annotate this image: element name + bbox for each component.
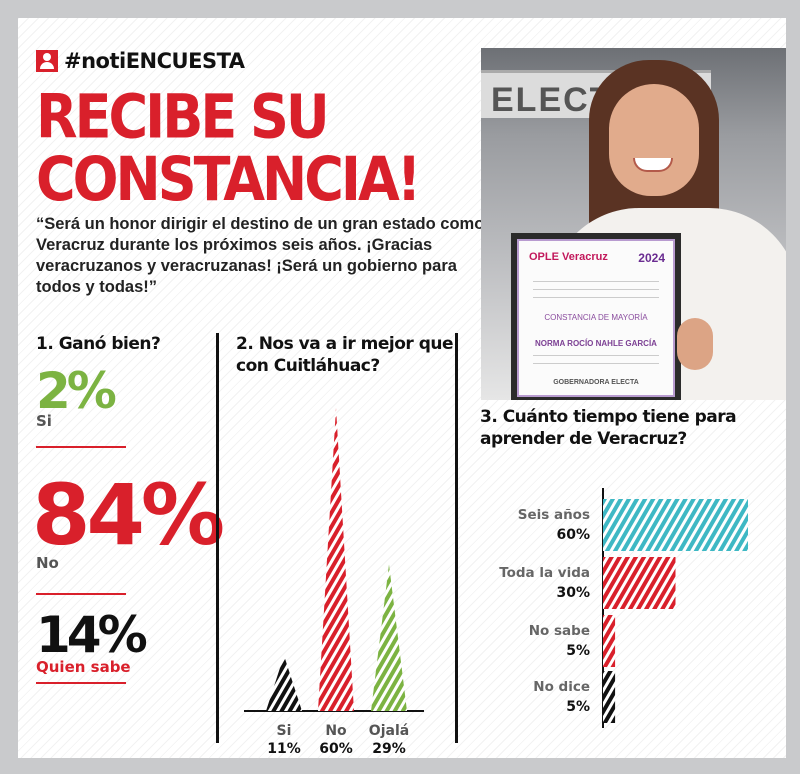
column-divider	[216, 333, 219, 743]
chart-2-category-label: Ojalá	[369, 723, 409, 739]
chart-3-category-label: No dice	[533, 679, 590, 695]
candidate-photo: ELECTORAL OPLE Veracruz 2024 CONSTANCIA …	[481, 48, 786, 400]
chart-3-value-label: 5%	[566, 643, 590, 659]
certificate-paper: OPLE Veracruz 2024 CONSTANCIA DE MAYORÍA…	[517, 239, 675, 397]
chart-2-value-label: 60%	[319, 741, 353, 757]
chart-3-category-label: Toda la vida	[499, 565, 590, 581]
chart-2-spike-1	[318, 408, 354, 711]
infographic-card: #notiENCUESTA RECIBE SU CONSTANCIA! “Ser…	[18, 18, 786, 758]
question-2-title: 2. Nos va a ir mejor que con Cuitláhuac?	[236, 334, 454, 376]
hand-shape	[677, 318, 713, 370]
brand-header: #notiENCUESTA	[36, 48, 245, 74]
face-shape	[609, 84, 699, 196]
brand-hashtag: #notiENCUESTA	[64, 49, 245, 73]
chart-3-svg: Seis años 60% Toda la vida 30% No sabe 5% No d…	[499, 488, 748, 728]
chart-3-bar-3	[603, 671, 616, 723]
q1-si-label: Si	[36, 412, 52, 430]
chart-2-spike-0	[266, 655, 302, 711]
chart-3-bar-0	[603, 499, 748, 551]
q1-quien-value: 14%	[36, 606, 148, 664]
question-1-title: 1. Ganó bien?	[36, 334, 161, 354]
chart-3-value-label: 60%	[556, 527, 590, 543]
certificate: OPLE Veracruz 2024 CONSTANCIA DE MAYORÍA…	[511, 233, 681, 400]
cert-line	[533, 297, 659, 298]
cert-role: GOBERNADORA ELECTA	[553, 379, 639, 386]
quote-text: “Será un honor dirigir el destino de un …	[36, 215, 485, 296]
headline: RECIBE SU CONSTANCIA!	[36, 81, 496, 215]
cert-line	[533, 355, 659, 356]
chart-3-bar-1	[603, 557, 676, 609]
headline-line-2: CONSTANCIA!	[36, 144, 421, 215]
chart-2-category-label: Si	[277, 723, 292, 739]
chart-3-value-label: 30%	[556, 585, 590, 601]
column-divider	[455, 333, 458, 743]
chart-3-category-label: No sabe	[529, 623, 590, 639]
chart-2-value-label: 11%	[267, 741, 301, 757]
q1-si-value: 2%	[36, 362, 117, 420]
cert-brand: OPLE Veracruz	[529, 251, 608, 263]
chart-3-value-label: 5%	[566, 699, 590, 715]
chart-2-category-label: No	[325, 723, 347, 739]
chart-2-value-label: 29%	[372, 741, 406, 757]
divider	[36, 446, 126, 448]
cert-line	[533, 289, 659, 290]
divider	[36, 682, 126, 684]
cert-heading: CONSTANCIA DE MAYORÍA	[544, 313, 648, 322]
chart-2-spike-2	[371, 564, 407, 711]
question-3-title: 3. Cuánto tiempo tiene para aprender de …	[480, 407, 737, 449]
cert-name: NORMA ROCÍO NAHLE GARCÍA	[535, 339, 657, 348]
divider	[36, 593, 126, 595]
cert-line	[533, 281, 659, 282]
user-icon	[36, 50, 58, 72]
q1-no-label: No	[36, 554, 59, 572]
q1-no-value: 84%	[32, 466, 225, 564]
chart-3-bar-2	[603, 615, 616, 667]
cert-year: 2024	[638, 251, 665, 265]
q1-quien-label: Quien sabe	[36, 658, 131, 676]
chart-3-category-label: Seis años	[518, 507, 590, 523]
headline-line-1: RECIBE SU	[36, 81, 330, 153]
cert-line	[533, 363, 659, 364]
chart-2-svg: Si 11% No 60% Ojalá 29%	[244, 408, 424, 757]
